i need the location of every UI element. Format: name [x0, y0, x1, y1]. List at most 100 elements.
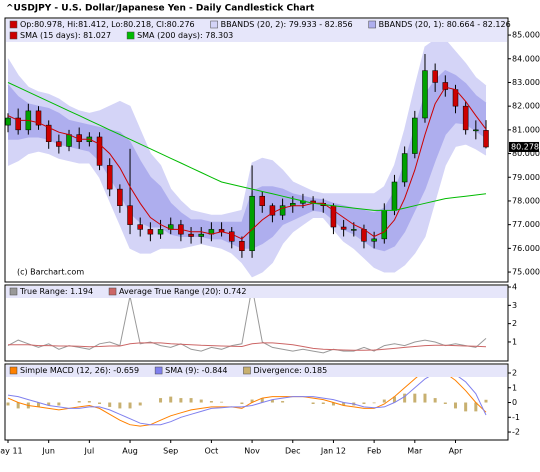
divergence-bar	[464, 402, 468, 412]
candle-body	[340, 226, 347, 230]
y-tick-label: 4	[512, 283, 517, 292]
divergence-bar	[413, 393, 417, 403]
divergence-bar	[443, 402, 447, 404]
legend-label: Simple MACD (12, 26): -0.659	[20, 366, 139, 375]
candle-body	[96, 136, 103, 166]
y-tick-label: 79.000	[512, 173, 540, 182]
series-line	[7, 86, 487, 240]
legend-swatch	[368, 20, 376, 29]
legend-swatch	[9, 20, 18, 29]
divergence-bar	[270, 399, 274, 403]
legend-background	[6, 365, 507, 377]
chart-title: ^USDJPY - U.S. Dollar/Japanese Yen - Dai…	[6, 4, 315, 14]
legend-swatch	[9, 31, 18, 40]
divergence-bar	[128, 402, 132, 409]
legend-background	[6, 286, 507, 298]
candle-body	[483, 130, 489, 148]
legend-label: Op:80.978, Hi:81.412, Lo:80.218, Cl:80.2…	[20, 20, 195, 29]
y-tick-label: 82.000	[512, 102, 540, 111]
y-tick-label: -2	[512, 428, 520, 437]
divergence-bar	[342, 402, 346, 406]
divergence-bar	[433, 398, 437, 403]
divergence-bar	[138, 402, 142, 406]
legend-swatch	[243, 366, 251, 375]
candle-body	[106, 165, 113, 190]
candle-body	[137, 224, 143, 230]
divergence-bar	[311, 402, 315, 404]
candle-body	[259, 195, 266, 206]
divergence-bar	[179, 398, 183, 403]
candle-body	[66, 134, 72, 147]
legend-swatch	[9, 366, 18, 375]
x-tick-label: Dec	[285, 447, 300, 456]
divergence-bar	[77, 401, 81, 403]
divergence-bar	[321, 402, 325, 404]
candle-body	[147, 229, 154, 235]
y-tick-label: 0	[512, 398, 517, 407]
divergence-bar	[87, 401, 91, 403]
legend-swatch	[9, 287, 18, 296]
divergence-bar	[16, 402, 20, 409]
candle-body	[45, 124, 52, 142]
candle-body	[473, 129, 479, 132]
y-tick-label: 84.000	[512, 54, 540, 63]
candle-body	[15, 117, 21, 131]
divergence-bar	[6, 402, 10, 406]
candle-body	[249, 195, 255, 251]
band-lower	[8, 122, 487, 252]
legend-label: Divergence: 0.185	[253, 366, 327, 375]
divergence-bar	[362, 402, 366, 404]
candle-body	[391, 181, 398, 211]
divergence-bar	[240, 402, 244, 404]
candle-body	[127, 205, 133, 225]
candle-body	[198, 233, 204, 237]
legend-label: SMA (15 days): 81.027	[20, 31, 111, 40]
legend-label: True Range: 1.194	[19, 287, 93, 296]
candle-body	[381, 210, 388, 240]
x-tick-label: May 11	[0, 447, 23, 456]
y-tick-label: 77.000	[512, 220, 540, 229]
divergence-bar	[392, 396, 396, 403]
last-price-box	[509, 141, 539, 152]
legend-swatch	[126, 31, 135, 40]
candle-body	[239, 240, 245, 251]
divergence-bar	[37, 402, 41, 407]
divergence-bar	[453, 402, 457, 409]
series-line	[8, 342, 487, 351]
x-tick-label: Jan 12	[320, 447, 346, 456]
x-tick-label: Sep	[163, 447, 178, 456]
x-tick-label: Jun	[41, 447, 55, 456]
divergence-bar	[189, 398, 193, 403]
candle-body	[412, 117, 418, 154]
divergence-bar	[281, 401, 285, 403]
divergence-bar	[403, 393, 407, 403]
divergence-bar	[250, 399, 254, 403]
x-tick-label: Aug	[122, 447, 138, 456]
series-line	[7, 286, 487, 354]
divergence-bar	[474, 402, 478, 412]
candle-body	[422, 70, 428, 119]
candle-body	[462, 105, 469, 131]
y-tick-label: 81.000	[512, 125, 540, 134]
candle-body	[279, 205, 286, 216]
y-tick-label: 3	[512, 301, 517, 310]
divergence-bar	[220, 401, 224, 403]
divergence-bar	[159, 398, 163, 403]
series-line	[7, 82, 487, 211]
candle-body	[401, 153, 408, 183]
x-tick-label: Apr	[449, 447, 464, 456]
last-price-label: 80.278	[511, 142, 539, 151]
x-tick-label: Jul	[84, 447, 95, 456]
divergence-bar	[98, 402, 102, 404]
y-tick-label: 76.000	[512, 244, 540, 253]
y-tick-label: 85.000	[512, 31, 540, 40]
y-tick-label: 83.000	[512, 78, 540, 87]
series-line	[7, 370, 487, 426]
divergence-bar	[331, 402, 335, 406]
y-tick-label: 1	[512, 337, 517, 346]
candle-body	[432, 70, 438, 83]
band-upper	[7, 39, 487, 216]
candle-body	[188, 233, 194, 237]
